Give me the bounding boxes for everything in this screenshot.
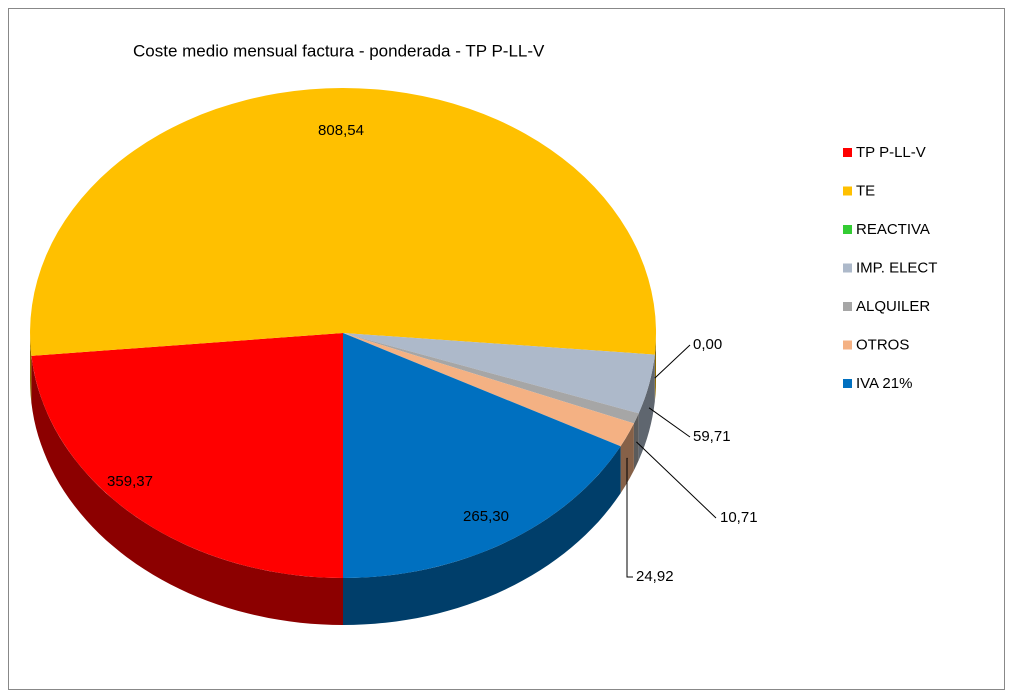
pie-side bbox=[31, 355, 344, 625]
legend-swatch bbox=[843, 263, 852, 273]
data-label: 59,71 bbox=[693, 428, 731, 445]
chart-title: Coste medio mensual factura - ponderada … bbox=[133, 41, 545, 60]
data-label: 10,71 bbox=[720, 509, 758, 526]
pie-slice bbox=[343, 333, 634, 447]
pie-slice bbox=[30, 87, 657, 356]
pie-side bbox=[30, 333, 32, 403]
legend-swatch bbox=[843, 340, 852, 350]
pie-side bbox=[654, 333, 656, 402]
data-label: 265,30 bbox=[463, 508, 509, 525]
legend-swatch bbox=[843, 302, 852, 311]
legend-swatch bbox=[843, 186, 852, 196]
pie-side bbox=[633, 413, 639, 471]
legend-label: IMP. ELECT bbox=[856, 259, 937, 276]
pie-side bbox=[343, 446, 621, 625]
legend-label: IVA 21% bbox=[856, 375, 912, 392]
legend-swatch bbox=[843, 225, 852, 234]
pie-sides bbox=[30, 333, 656, 625]
pie-slice bbox=[343, 333, 621, 578]
leader-line bbox=[626, 457, 633, 578]
pie-slice bbox=[31, 333, 344, 578]
leader-line bbox=[636, 441, 717, 519]
pie-slice bbox=[343, 333, 639, 424]
data-label: 24,92 bbox=[636, 568, 674, 585]
legend-label: TE bbox=[856, 182, 875, 199]
legend-label: ALQUILER bbox=[856, 298, 930, 315]
data-label: 359,37 bbox=[107, 473, 153, 490]
pie-slice bbox=[343, 333, 655, 414]
data-label: 808,54 bbox=[318, 122, 364, 139]
data-label: 0,00 bbox=[693, 336, 722, 353]
pie-side bbox=[638, 354, 655, 461]
leader-line bbox=[648, 407, 691, 438]
legend-swatch bbox=[843, 379, 852, 388]
legend-label: REACTIVA bbox=[856, 221, 930, 238]
legend-label: TP P-LL-V bbox=[856, 144, 926, 161]
leader-line bbox=[654, 344, 691, 379]
legend-label: OTROS bbox=[856, 336, 909, 353]
legend-swatch bbox=[843, 148, 852, 157]
